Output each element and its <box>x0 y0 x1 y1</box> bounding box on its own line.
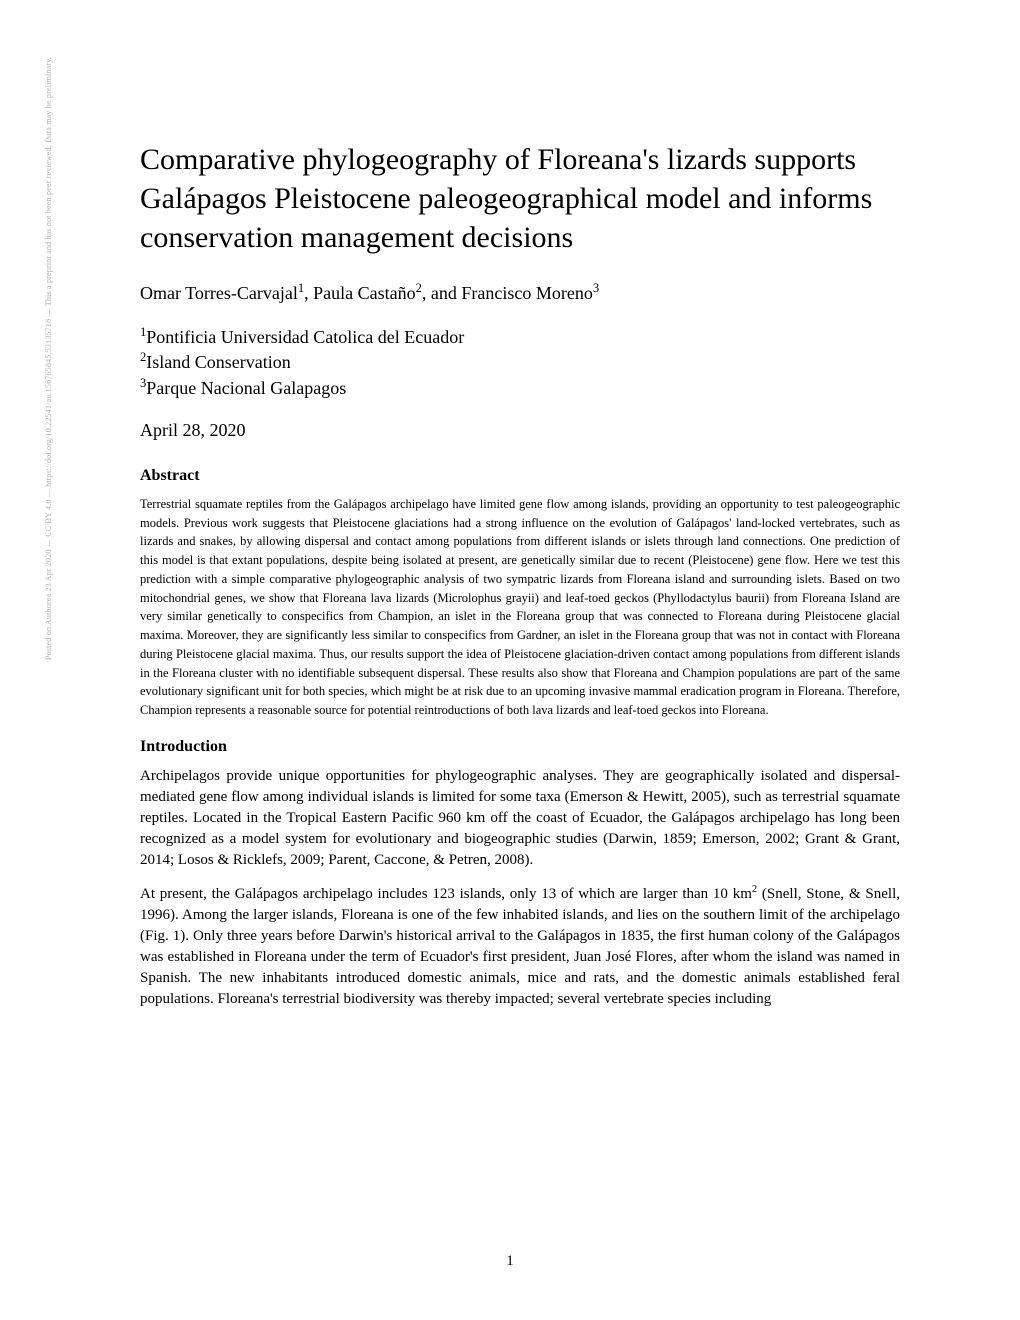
affiliation-2: 2Island Conservation <box>140 349 900 374</box>
intro-paragraph-2: At present, the Galápagos archipelago in… <box>140 883 900 1010</box>
page-number: 1 <box>0 1253 1020 1270</box>
authors-line: Omar Torres-Carvajal1, Paula Castaño2, a… <box>140 281 900 304</box>
affiliation-3: 3Parque Nacional Galapagos <box>140 375 900 400</box>
abstract-text: Terrestrial squamate reptiles from the G… <box>140 495 900 720</box>
page-content: Comparative phylogeography of Floreana's… <box>0 0 1020 1082</box>
affiliations-block: 1Pontificia Universidad Catolica del Ecu… <box>140 324 900 400</box>
paper-date: April 28, 2020 <box>140 420 900 441</box>
introduction-heading: Introduction <box>140 738 900 756</box>
abstract-heading: Abstract <box>140 467 900 485</box>
intro-paragraph-1: Archipelagos provide unique opportunitie… <box>140 766 900 871</box>
paper-title: Comparative phylogeography of Floreana's… <box>140 140 900 257</box>
affiliation-1: 1Pontificia Universidad Catolica del Ecu… <box>140 324 900 349</box>
